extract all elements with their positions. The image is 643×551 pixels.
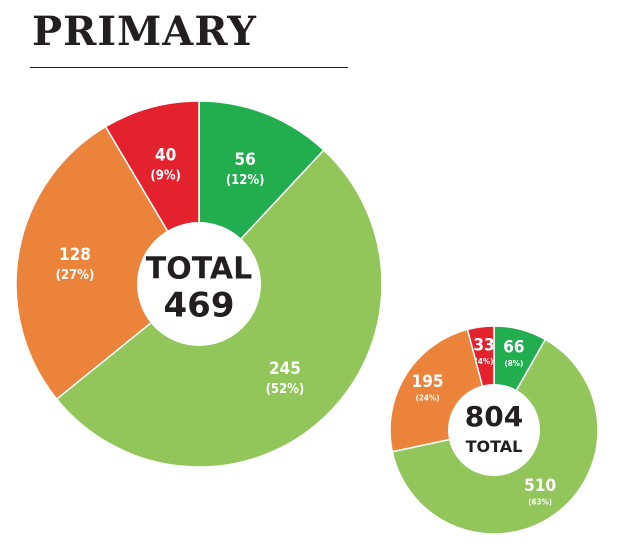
- slice-value-label: 245: [269, 359, 301, 379]
- slice-percent-label: (9%): [150, 168, 181, 183]
- center-total-label: TOTAL: [466, 437, 523, 456]
- slice-percent-label: (8%): [504, 359, 523, 368]
- pie-slice: [15, 125, 200, 401]
- slice-value-label: 66: [503, 338, 524, 358]
- slice-value-label: 33: [473, 336, 494, 356]
- center-total-label: TOTAL: [146, 251, 252, 286]
- donut-chart-small: 66(8%) 510(63%) 195 (24%) 33(4%) 804 TOTAL: [389, 325, 599, 535]
- slice-percent-label: (63%): [528, 497, 552, 506]
- slice-percent-label: (52%): [266, 382, 305, 397]
- title-divider: [30, 67, 348, 68]
- center-total-value: 804: [465, 400, 523, 433]
- slice-percent-label: (12%): [226, 173, 265, 188]
- slice-value-label: 40: [155, 145, 176, 165]
- slice-value-label: 56: [235, 150, 256, 170]
- slice-value-label: 195: [412, 372, 444, 392]
- slice-value-label: 510: [524, 476, 556, 496]
- donut-hole: [137, 222, 261, 346]
- center-total-value: 469: [164, 285, 235, 325]
- donut-hole: [448, 384, 540, 476]
- slice-percent-label: (27%): [56, 268, 95, 283]
- slice-value-label: 128: [59, 245, 91, 265]
- page-title: PRIMARY: [32, 8, 257, 55]
- slice-percent-label: (24%): [416, 394, 440, 403]
- slice-percent-label: (4%): [475, 357, 494, 366]
